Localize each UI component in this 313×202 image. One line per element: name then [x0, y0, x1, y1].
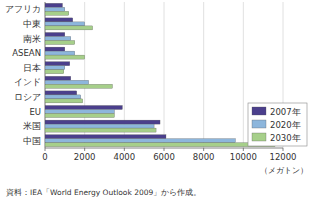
tick-label: 0 [42, 152, 47, 162]
bar [45, 114, 114, 118]
bar [45, 120, 160, 124]
tick-label: 4000 [114, 152, 136, 162]
category-label: 中国 [23, 136, 41, 146]
legend-label: 2007年 [270, 107, 301, 117]
tick-label: 2000 [74, 152, 96, 162]
legend-swatch [252, 120, 266, 128]
axis-label: （メガトン） [260, 166, 308, 175]
bar [45, 95, 81, 99]
bar [45, 41, 75, 45]
chart: 0 2000 4000 6000 8000 10000 12000 アフリカ中東南米 ASEAN… [0, 0, 313, 202]
bar [45, 76, 71, 80]
tick [164, 148, 165, 151]
bar [45, 26, 93, 30]
tick [45, 148, 46, 151]
grid-line [164, 2, 165, 148]
category-label: 中東 [23, 19, 41, 29]
grid-line [203, 2, 204, 148]
category-label: 米国 [23, 121, 41, 131]
bar [45, 84, 112, 88]
tick-label: 12000 [269, 152, 296, 162]
bar [45, 11, 69, 15]
grid-line [243, 2, 244, 148]
tick [283, 148, 284, 151]
legend-swatch [252, 133, 266, 141]
legend-box [248, 103, 307, 146]
legend-label: 2020年 [270, 120, 301, 130]
bar [45, 37, 71, 41]
tick [243, 148, 244, 151]
tick-label: 10000 [230, 152, 257, 162]
category-label: 南米 [23, 34, 41, 44]
category-label: EU [29, 107, 41, 117]
category-label: アフリカ [5, 4, 41, 14]
bar [45, 18, 73, 22]
bar [45, 55, 85, 59]
bar [45, 143, 275, 147]
bar [45, 110, 114, 114]
legend-label: 2030年 [270, 133, 301, 143]
source: 資料：IEA「World Energy Outlook 2009」から作成。 [6, 188, 201, 197]
bar [45, 7, 65, 11]
bar [45, 91, 77, 95]
x-axis [45, 148, 283, 149]
tick-label: 6000 [153, 152, 175, 162]
bar [45, 139, 235, 143]
bar [45, 124, 154, 128]
bar [45, 3, 62, 7]
tick [124, 148, 125, 151]
tick [203, 148, 204, 151]
category-label: ロシア [14, 92, 41, 102]
bar [45, 62, 70, 66]
category-label: ASEAN [12, 48, 41, 58]
bar [45, 128, 156, 132]
bar [45, 33, 65, 37]
bar [45, 106, 122, 110]
legend-swatch [252, 107, 266, 115]
bar [45, 135, 166, 139]
bar [45, 70, 64, 74]
bar [45, 47, 65, 51]
tick [84, 148, 85, 151]
bar [45, 99, 83, 103]
bars [45, 3, 275, 146]
bar [45, 51, 75, 55]
bar [45, 66, 65, 70]
category-label: 日本 [23, 63, 41, 73]
bar [45, 22, 85, 26]
bar [45, 80, 89, 84]
category-label: インド [14, 77, 41, 87]
tick-label: 8000 [193, 152, 215, 162]
